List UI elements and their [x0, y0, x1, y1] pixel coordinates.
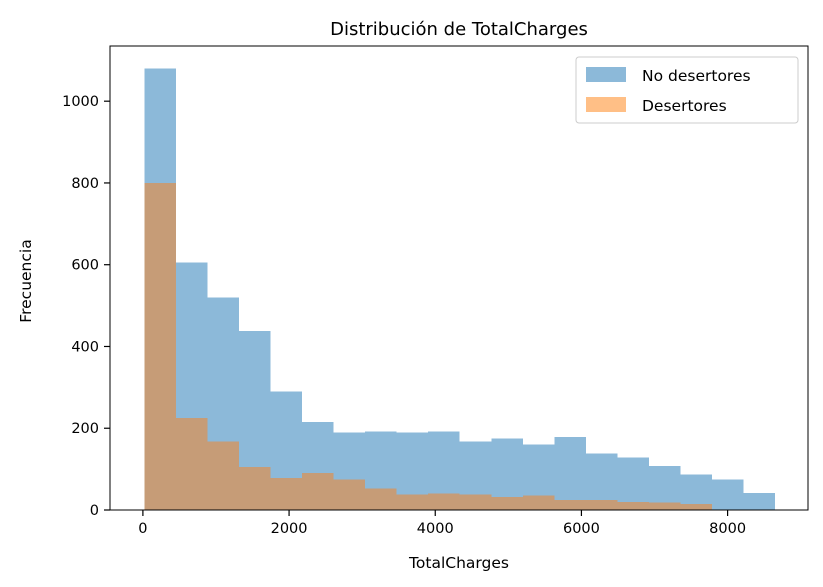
- x-tick-label: 4000: [417, 521, 454, 537]
- bar-overlap-17: [680, 503, 713, 510]
- y-tick-label: 400: [71, 339, 99, 355]
- bar-overlap-8: [396, 494, 429, 510]
- bar-overlap-1: [175, 418, 208, 510]
- bar-no-desertores-13: [554, 437, 586, 510]
- legend-box: [575, 56, 799, 124]
- bar-overlap-3: [238, 467, 271, 510]
- bar-overlap-4: [270, 478, 303, 510]
- bar-no-desertores-19: [743, 492, 776, 510]
- bar-overlap-16: [649, 502, 681, 510]
- y-tick-label: 600: [71, 258, 99, 274]
- y-tick-label: 0: [90, 503, 99, 519]
- y-tick-label: 1000: [62, 94, 99, 110]
- legend-swatch-no-desertores: [586, 67, 626, 82]
- bar-no-desertores-18: [712, 479, 744, 510]
- bars-layer: [144, 68, 776, 510]
- y-tick-label: 800: [71, 176, 99, 192]
- bar-overlap-9: [428, 493, 460, 510]
- plot-frame: [109, 45, 809, 511]
- bar-overlap-7: [365, 488, 397, 510]
- bar-overlap-11: [491, 496, 523, 510]
- bar-overlap-13: [554, 499, 586, 510]
- legend: No desertores Desertores: [575, 56, 799, 124]
- y-axis-title: Frecuencia: [17, 239, 35, 322]
- bar-overlap-14: [585, 499, 618, 510]
- legend-label-no-desertores: No desertores: [642, 67, 751, 85]
- x-axis-title: TotalCharges: [408, 554, 509, 572]
- legend-label-desertores: Desertores: [642, 97, 727, 115]
- x-tick-label: 0: [138, 521, 147, 537]
- bar-no-desertores-15: [617, 457, 650, 510]
- x-tick-label: 8000: [709, 521, 746, 537]
- y-tick-label: 200: [71, 421, 99, 437]
- x-tick-label: 2000: [271, 521, 308, 537]
- bar-overlap-12: [522, 495, 555, 510]
- axes-layer: 0 2000 4000 6000 8000 0 200 400 600 800 1000: [62, 45, 809, 537]
- bar-overlap-15: [617, 501, 650, 510]
- bar-overlap-5: [302, 473, 334, 510]
- bar-overlap-10: [459, 494, 492, 510]
- bar-overlap-2: [207, 441, 239, 510]
- legend-swatch-desertores: [586, 97, 626, 112]
- bar-overlap-6: [333, 479, 366, 510]
- x-tick-label: 6000: [563, 521, 600, 537]
- chart-title: Distribución de TotalCharges: [330, 19, 588, 40]
- bar-overlap-0: [144, 182, 176, 510]
